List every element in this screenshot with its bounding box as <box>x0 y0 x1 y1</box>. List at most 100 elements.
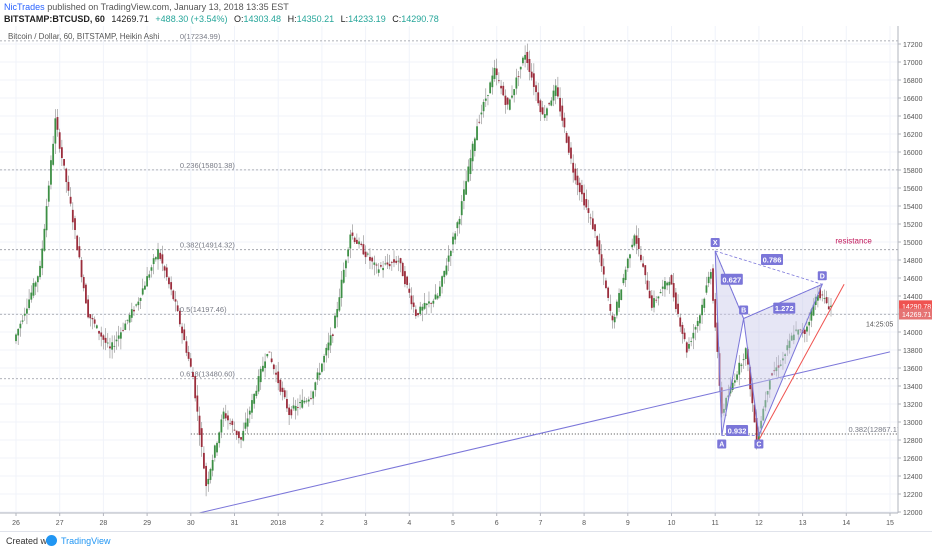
candle-body <box>218 432 221 444</box>
price-tick-label: 12800 <box>903 438 923 445</box>
pattern-point-badge <box>739 305 749 315</box>
time-tick-label: 11 <box>712 520 719 527</box>
pattern-point-badge <box>710 238 720 247</box>
candle-body <box>244 422 247 429</box>
candle-body <box>447 255 450 262</box>
candle-body <box>764 400 767 408</box>
candle-body <box>487 95 489 96</box>
candle-body <box>216 442 218 453</box>
candle-body <box>181 326 183 334</box>
candle-body <box>565 132 568 143</box>
price-axis[interactable]: 12000 12200 12400 12600 12800 13000 13200 13400… <box>866 26 932 531</box>
candle-body <box>749 366 752 390</box>
candle-body <box>786 345 789 351</box>
candle-body <box>414 309 417 317</box>
candle-body <box>178 310 181 325</box>
price-label-text: 14290.78 <box>902 304 931 311</box>
time-axis-background <box>0 513 898 531</box>
pattern-point-badge <box>817 271 827 281</box>
price-tick-label: 12200 <box>903 492 923 499</box>
candle-body <box>323 355 325 363</box>
time-axis[interactable]: 26 27 28 29 30 31 2018 2 3 4 5 6 7 8 9 10 11 12 13 14 15 <box>0 512 898 531</box>
tradingview-brand-link[interactable]: TradingView <box>61 536 111 546</box>
candle-body <box>646 280 649 290</box>
candle-body <box>567 136 570 153</box>
candle-body <box>56 117 59 130</box>
candle-body <box>43 228 46 251</box>
candles <box>15 43 832 497</box>
candle-body <box>747 349 749 365</box>
candle-body <box>434 294 437 300</box>
candle-body <box>168 277 170 285</box>
time-tick-label: 27 <box>56 520 64 527</box>
candle-body <box>546 108 548 116</box>
price-tick-label: 13400 <box>903 384 923 391</box>
candle-body <box>830 305 832 307</box>
candle-body <box>526 51 529 64</box>
candle-body <box>482 101 485 112</box>
candle-body <box>666 282 669 286</box>
candle-body <box>93 319 96 324</box>
candle-body <box>307 399 310 402</box>
author-link[interactable]: NicTrades <box>4 2 45 12</box>
candle-body <box>489 82 492 94</box>
candle-body <box>369 256 371 261</box>
candle-body <box>607 287 610 298</box>
candle-body <box>222 411 225 419</box>
candle-body <box>642 263 644 267</box>
candle-body <box>504 95 507 105</box>
candle-body <box>443 270 446 278</box>
candle-body <box>198 415 201 436</box>
candle-body <box>80 260 83 278</box>
price-chart[interactable]: 0(17234.99) 0.236(15801.38) 0.382(14914.32… <box>0 26 932 531</box>
candle-body <box>799 329 802 331</box>
candle-body <box>596 236 599 247</box>
price-tick-label: 16000 <box>903 150 923 157</box>
candle-body <box>303 400 306 403</box>
candle-body <box>661 286 664 289</box>
candle-body <box>196 395 199 412</box>
candle-body <box>135 304 138 306</box>
candle-body <box>272 364 275 370</box>
rising-trendline <box>758 284 845 441</box>
candle-body <box>696 320 699 327</box>
candle-body <box>476 126 478 141</box>
candle-body <box>679 317 682 327</box>
candle-body <box>825 297 828 304</box>
candle-body <box>723 408 725 413</box>
candle-body <box>738 362 741 375</box>
candle-body <box>425 303 428 306</box>
candle-body <box>379 265 382 267</box>
candle-body <box>795 329 797 331</box>
candle-body <box>345 260 347 269</box>
price-tick-label: 12400 <box>903 474 923 481</box>
candle-body <box>205 465 207 487</box>
candle-body <box>314 382 317 391</box>
candle-body <box>288 407 291 416</box>
candle-body <box>115 339 118 342</box>
candle-body <box>449 250 452 257</box>
candle-body <box>382 267 384 271</box>
candle-body <box>60 147 63 159</box>
candle-body <box>259 368 262 383</box>
candle-body <box>310 398 312 399</box>
close-label: C: <box>392 14 402 24</box>
price-tick-label: 14600 <box>903 276 923 283</box>
candle-body <box>102 335 105 340</box>
candle-body <box>515 77 518 89</box>
pattern-ratio-label: 1.272 <box>775 304 794 313</box>
time-tick-label: 30 <box>187 520 195 527</box>
high-label: H: <box>287 14 297 24</box>
candle-body <box>792 334 795 341</box>
candle-body <box>423 302 426 309</box>
candle-body <box>362 244 365 255</box>
candle-body <box>104 337 107 343</box>
candle-body <box>63 159 65 166</box>
candle-body <box>65 168 68 183</box>
candle-body <box>493 67 496 79</box>
candle-body <box>266 353 269 357</box>
time-tick-label: 7 <box>538 520 542 527</box>
candle-body <box>703 298 706 308</box>
time-tick-label: 6 <box>495 520 499 527</box>
candle-body <box>82 277 85 289</box>
